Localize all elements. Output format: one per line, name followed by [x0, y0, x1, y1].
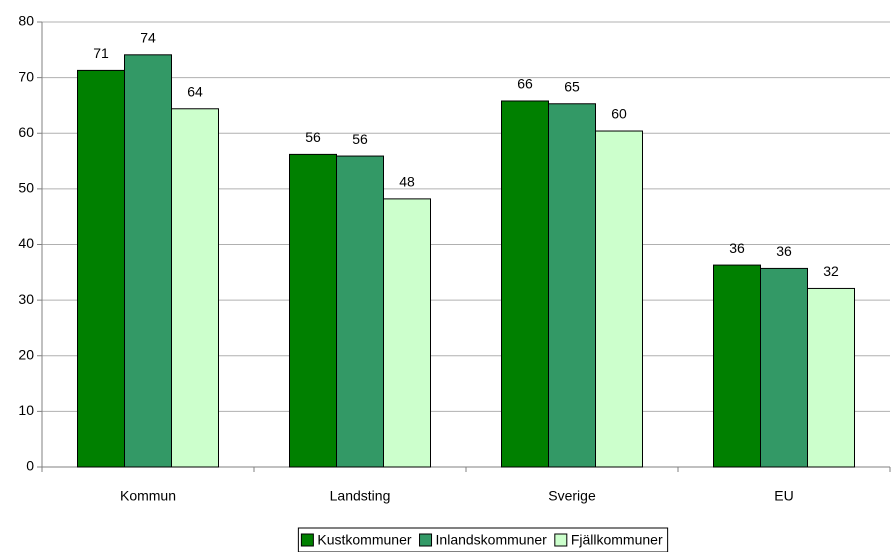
y-tick-label: 10 [18, 402, 34, 418]
y-tick-label: 60 [18, 124, 34, 140]
legend-swatch [554, 533, 568, 547]
value-label: 65 [564, 78, 580, 94]
y-tick-label: 70 [18, 68, 34, 84]
value-label: 60 [611, 106, 627, 122]
value-label: 56 [352, 131, 368, 147]
value-label: 56 [305, 129, 321, 145]
bar [713, 264, 761, 468]
legend-swatch [300, 533, 314, 547]
bar [336, 155, 384, 468]
value-label: 48 [399, 174, 415, 190]
bar [383, 198, 431, 468]
bar [171, 108, 219, 468]
y-tick-label: 80 [18, 13, 34, 29]
x-tick-label: Kommun [120, 488, 176, 504]
value-label: 36 [776, 243, 792, 259]
legend-swatch [419, 533, 433, 547]
y-tick-label: 30 [18, 291, 34, 307]
legend-box [297, 527, 669, 552]
value-label: 71 [93, 45, 109, 61]
value-label: 64 [187, 83, 203, 99]
value-label: 74 [140, 30, 156, 46]
value-label: 66 [517, 76, 533, 92]
bar [77, 69, 125, 468]
value-label: 32 [823, 263, 839, 279]
y-tick-label: 0 [26, 458, 34, 474]
bar [501, 100, 549, 468]
bar [595, 130, 643, 468]
legend: Kustkommuner Inlandskommuner Fjällkommuner [297, 527, 669, 552]
bar [807, 287, 855, 468]
y-tick-label: 50 [18, 180, 34, 196]
value-label: 36 [729, 240, 745, 256]
bar [289, 153, 337, 468]
legend-label: Fjällkommuner [571, 532, 663, 548]
x-tick-label: Sverige [548, 488, 596, 504]
y-tick-label: 40 [18, 235, 34, 251]
x-tick-label: Landsting [330, 488, 391, 504]
legend-label: Inlandskommuner [436, 532, 548, 548]
y-tick-label: 20 [18, 346, 34, 362]
legend-label: Kustkommuner [317, 532, 411, 548]
bar [548, 103, 596, 468]
x-tick-label: EU [774, 488, 793, 504]
bar [760, 267, 808, 468]
bar [124, 54, 172, 468]
